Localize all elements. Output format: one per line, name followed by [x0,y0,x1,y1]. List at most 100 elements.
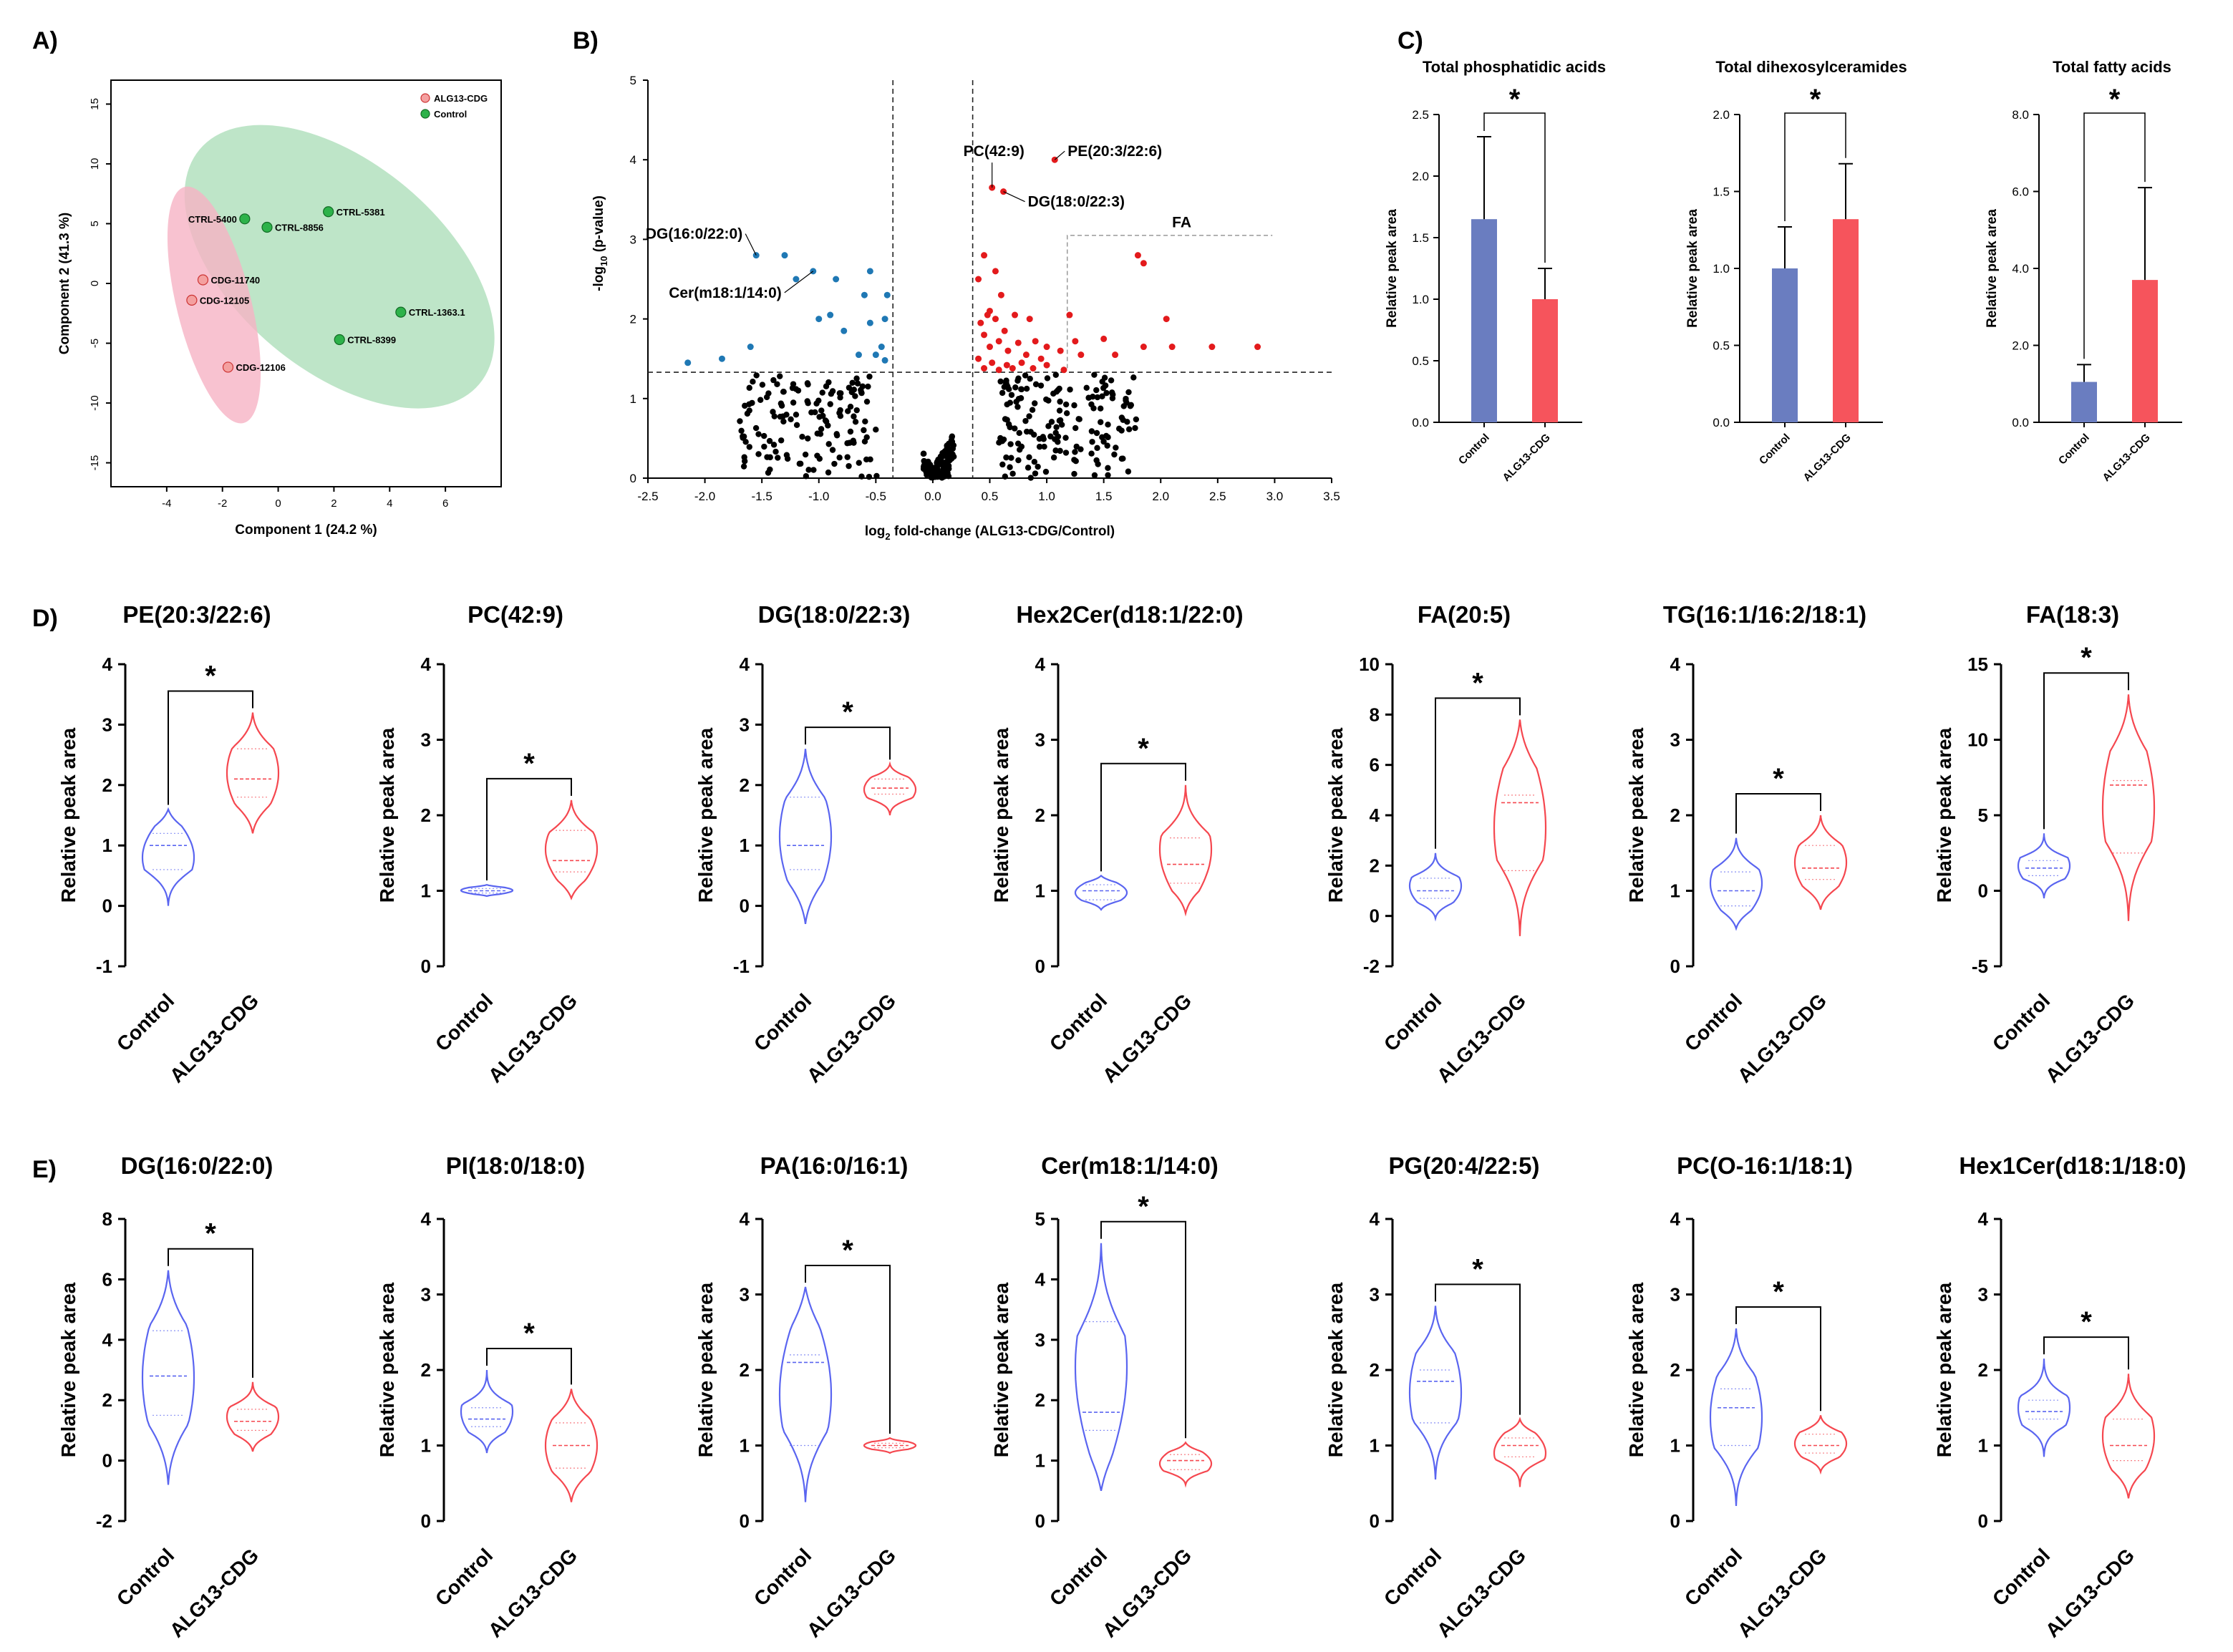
bar-y-tick-label: 8.0 [2012,108,2029,122]
volcano-point [1022,417,1029,424]
volcano-point [1045,423,1052,429]
volcano-point [1003,380,1009,387]
bar-y-tick-label: 2.0 [1713,108,1730,122]
significance-star: * [1138,733,1149,764]
volcano-point [766,437,773,444]
significance-bracket [1435,1283,1521,1415]
violin-chart-title: PC(O-16:1/18:1) [1677,1152,1853,1179]
volcano-point-up [992,316,999,323]
significance-bracket [486,1348,572,1385]
violin-y-tick-label: 4 [1370,805,1380,826]
volcano-point [1125,426,1133,432]
volcano-point-up [1140,260,1147,267]
volcano-point [817,431,824,437]
volcano-point [765,470,772,476]
bar-y-tick-label: 2.0 [2012,339,2029,353]
volcano-point-up [1254,344,1261,351]
volcano-x-tick-label: -1.5 [752,490,772,503]
volcano-point-up [1030,365,1037,372]
violin-shape [1493,719,1547,936]
volcano-point [777,373,783,379]
volcano-point [846,462,852,470]
volcano-point [1026,413,1032,419]
volcano-point [813,400,820,407]
pca-point [261,221,273,233]
violin-y-tick-label: 15 [1967,653,1988,675]
violin-y-tick-label: 6 [102,1268,112,1290]
violin-chart: PA(16:0/16:1) 0 1 2 3 4 Relative peak area Cont… [694,1152,917,1642]
significance-star: * [1138,1191,1149,1223]
volcano-point-label: DG(18:0/22:3) [1028,194,1125,210]
violin-y-tick-label: 2 [1670,1359,1680,1381]
volcano-point [873,472,880,480]
pca-y-tick-label: -5 [89,339,101,348]
volcano-y-tick-label: 1 [630,392,636,406]
violin-shape [1158,1441,1213,1488]
violin-y-tick-label: 3 [1370,1284,1380,1306]
volcano-point-up [1026,316,1033,323]
volcano-point [778,402,785,409]
volcano-point [753,372,760,379]
pca-point-label: CTRL-5381 [336,207,385,218]
significance-star: * [2081,1306,2092,1338]
significance-star: * [842,696,853,728]
bar-x-tick-label: Control [1757,432,1793,467]
volcano-point [823,383,830,389]
volcano-point-up [1112,351,1119,359]
bar-y-tick-label: 2.0 [1412,170,1429,183]
violin-y-tick-label: 0 [740,1510,750,1532]
violin-y-title: Relative peak area [1933,727,1955,903]
volcano-point-up [1066,311,1073,319]
volcano-point-up [1004,347,1012,354]
violin-y-title: Relative peak area [1625,727,1647,903]
pca-point-label: CTRL-8856 [275,222,324,233]
volcano-point [750,378,756,385]
volcano-point [847,428,854,435]
violin-shape [544,1389,599,1502]
violin-y-tick-label: 0 [1370,1510,1380,1532]
volcano-point [1026,454,1032,461]
volcano-point [804,398,810,404]
violin-y-title: Relative peak area [57,727,79,903]
volcano-point [822,417,829,424]
violin-y-title: Relative peak area [376,727,398,903]
volcano-point-up [989,359,996,366]
bar-y-title: Relative peak area [1385,209,1400,328]
violin-x-tick-label: Control [431,989,497,1055]
volcano-point [825,422,831,429]
volcano-point-down [866,319,873,326]
volcano-point-down [881,356,888,364]
pca-x-tick-label: -2 [218,497,227,510]
volcano-point [759,382,766,388]
volcano-point [799,434,805,440]
violin-y-tick-label: 8 [102,1208,112,1230]
violin-y-tick-label: 1 [1670,1435,1680,1457]
volcano-x-tick-label: 2.5 [1209,490,1226,503]
volcano-point [1075,416,1082,422]
violin-x-tick-label: Control [431,1544,497,1610]
significance-star: * [1773,1276,1784,1308]
volcano-point [852,393,858,399]
violin-x-tick-label: ALG13-CDG [2041,989,2138,1087]
volcano-point [777,413,784,420]
volcano-point [1032,400,1038,407]
volcano-point-up [981,331,988,339]
volcano-point [1008,392,1015,398]
significance-star: * [2109,84,2121,115]
significance-bracket [1435,697,1521,849]
volcano-point [1067,387,1073,393]
volcano-point [1120,403,1127,409]
volcano-point-up [1037,355,1045,362]
volcano-point-label: Cer(m18:1/14:0) [669,285,782,301]
volcano-point [790,399,797,406]
violin-shape [1074,874,1128,911]
volcano-point-up [1077,351,1085,359]
volcano-point [1042,468,1050,475]
volcano-point [1037,382,1045,389]
volcano-point [945,473,952,480]
panel-label-c: C) [1398,27,1423,54]
violin-y-tick-label: 4 [421,1208,432,1230]
legend-control-marker [420,109,430,119]
volcano-point [1103,432,1110,439]
volcano-point [1029,407,1036,413]
